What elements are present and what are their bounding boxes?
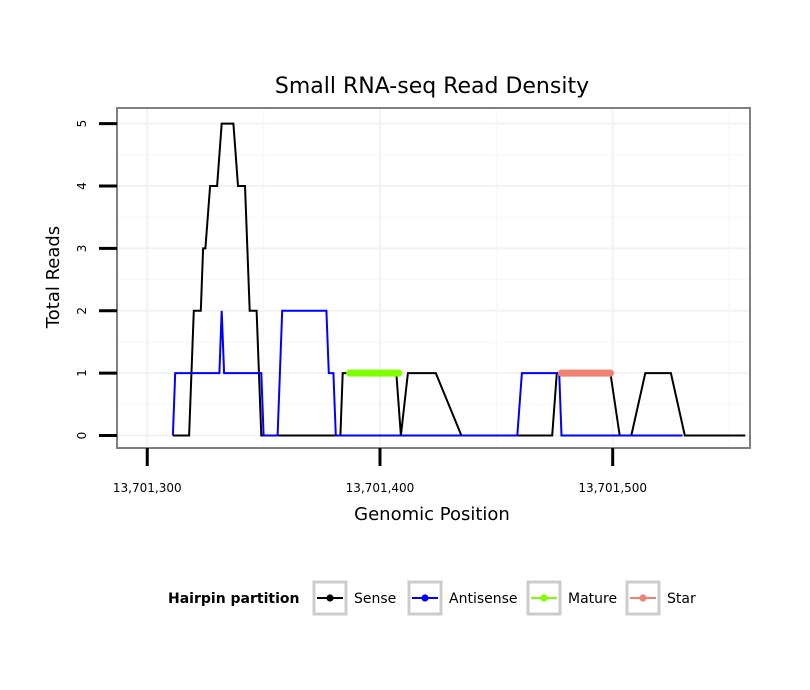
y-tick-label: 5 (75, 120, 89, 128)
y-tick-label: 1 (75, 369, 89, 377)
legend-point-star (639, 594, 647, 602)
y-tick-label: 0 (75, 432, 89, 440)
y-tick-label: 2 (75, 307, 89, 315)
legend-label-antisense: Antisense (449, 591, 518, 607)
y-tick-label: 4 (75, 182, 89, 190)
legend-label-mature: Mature (568, 591, 617, 607)
chart-title: Small RNA-seq Read Density (275, 74, 589, 99)
x-tick-label: 13,701,500 (578, 481, 647, 495)
y-axis-title: Total Reads (43, 226, 64, 329)
y-axis: 0 1 2 3 4 5 (75, 120, 117, 440)
y-tick-label: 3 (75, 245, 89, 253)
series-line-antisense (171, 309, 683, 437)
x-axis: 13,701,300 13,701,400 13,701,500 (113, 448, 647, 495)
legend: Hairpin partition Sense Antisense Mature St… (168, 580, 696, 616)
plot-series (171, 122, 746, 437)
legend-point-sense (326, 594, 334, 602)
x-tick-label: 13,701,300 (113, 481, 182, 495)
legend-title: Hairpin partition (168, 591, 299, 607)
x-axis-title: Genomic Position (354, 504, 510, 525)
legend-label-sense: Sense (354, 591, 396, 607)
legend-point-antisense (421, 594, 429, 602)
series-point-star (606, 369, 614, 377)
legend-label-star: Star (667, 591, 696, 607)
grid (117, 108, 750, 448)
series-point-mature (394, 369, 403, 377)
plot-panel-border (116, 107, 751, 449)
x-tick-label: 13,701,400 (346, 481, 415, 495)
legend-point-mature (540, 594, 548, 602)
